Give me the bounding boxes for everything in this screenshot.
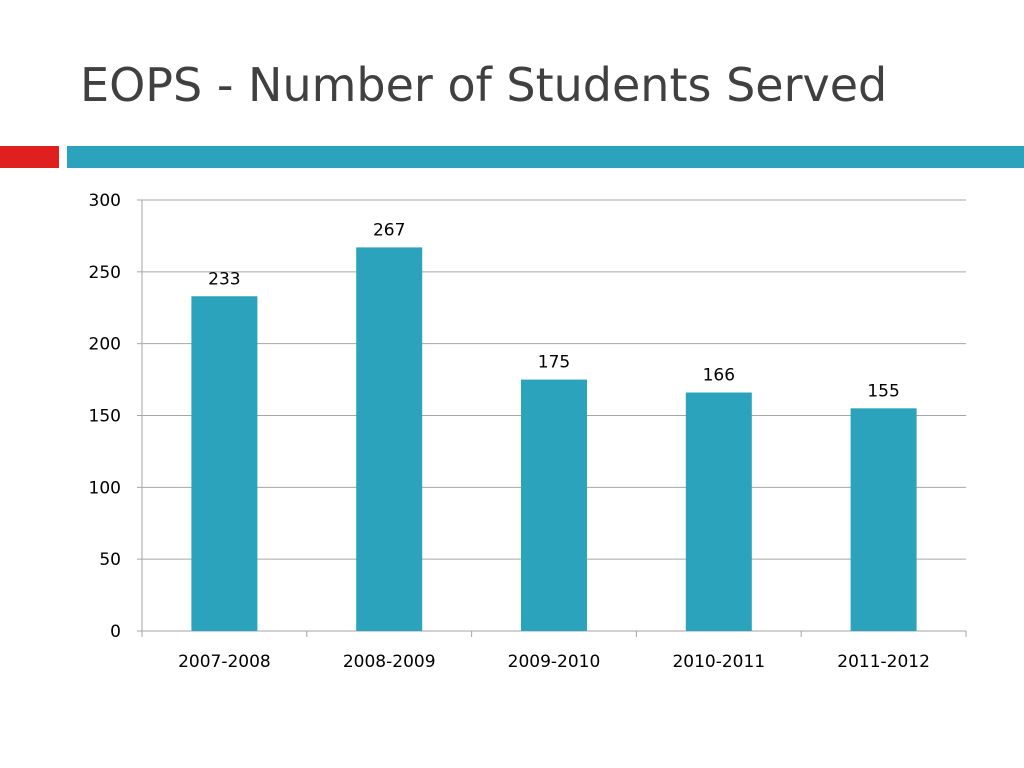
x-tick-label: 2010-2011 — [672, 652, 765, 672]
data-label: 155 — [867, 381, 899, 401]
bar-2007-2008 — [191, 296, 258, 631]
bar-2009-2010 — [521, 379, 587, 631]
y-tick-label: 0 — [110, 622, 121, 642]
bars — [191, 247, 917, 631]
data-label: 267 — [373, 220, 405, 240]
data-label: 233 — [208, 269, 240, 289]
y-tick-label: 300 — [89, 191, 121, 211]
y-tick-label: 150 — [89, 407, 121, 427]
slide-title: EOPS - Number of Students Served — [80, 58, 888, 112]
y-tick-label: 100 — [89, 478, 121, 498]
x-tick-label: 2009-2010 — [508, 652, 601, 672]
data-label: 166 — [703, 366, 735, 386]
y-tick-label: 200 — [89, 335, 121, 355]
x-tick-label: 2008-2009 — [343, 652, 436, 672]
y-tick-label: 50 — [99, 550, 121, 570]
x-tick-label: 2011-2012 — [837, 652, 930, 672]
x-tick-label: 2007-2008 — [178, 652, 271, 672]
bar-2008-2009 — [356, 247, 423, 631]
title-accent-bar-red — [0, 146, 59, 168]
y-tick-label: 250 — [89, 263, 121, 283]
bar-2011-2012 — [850, 408, 917, 631]
labels: 0 50 100 150 200 250 300 233 2007-2008 267 2008-20… — [89, 191, 930, 672]
data-label: 175 — [538, 353, 570, 373]
bar-2010-2011 — [685, 392, 752, 631]
title-accent-bar-teal — [67, 146, 1024, 168]
